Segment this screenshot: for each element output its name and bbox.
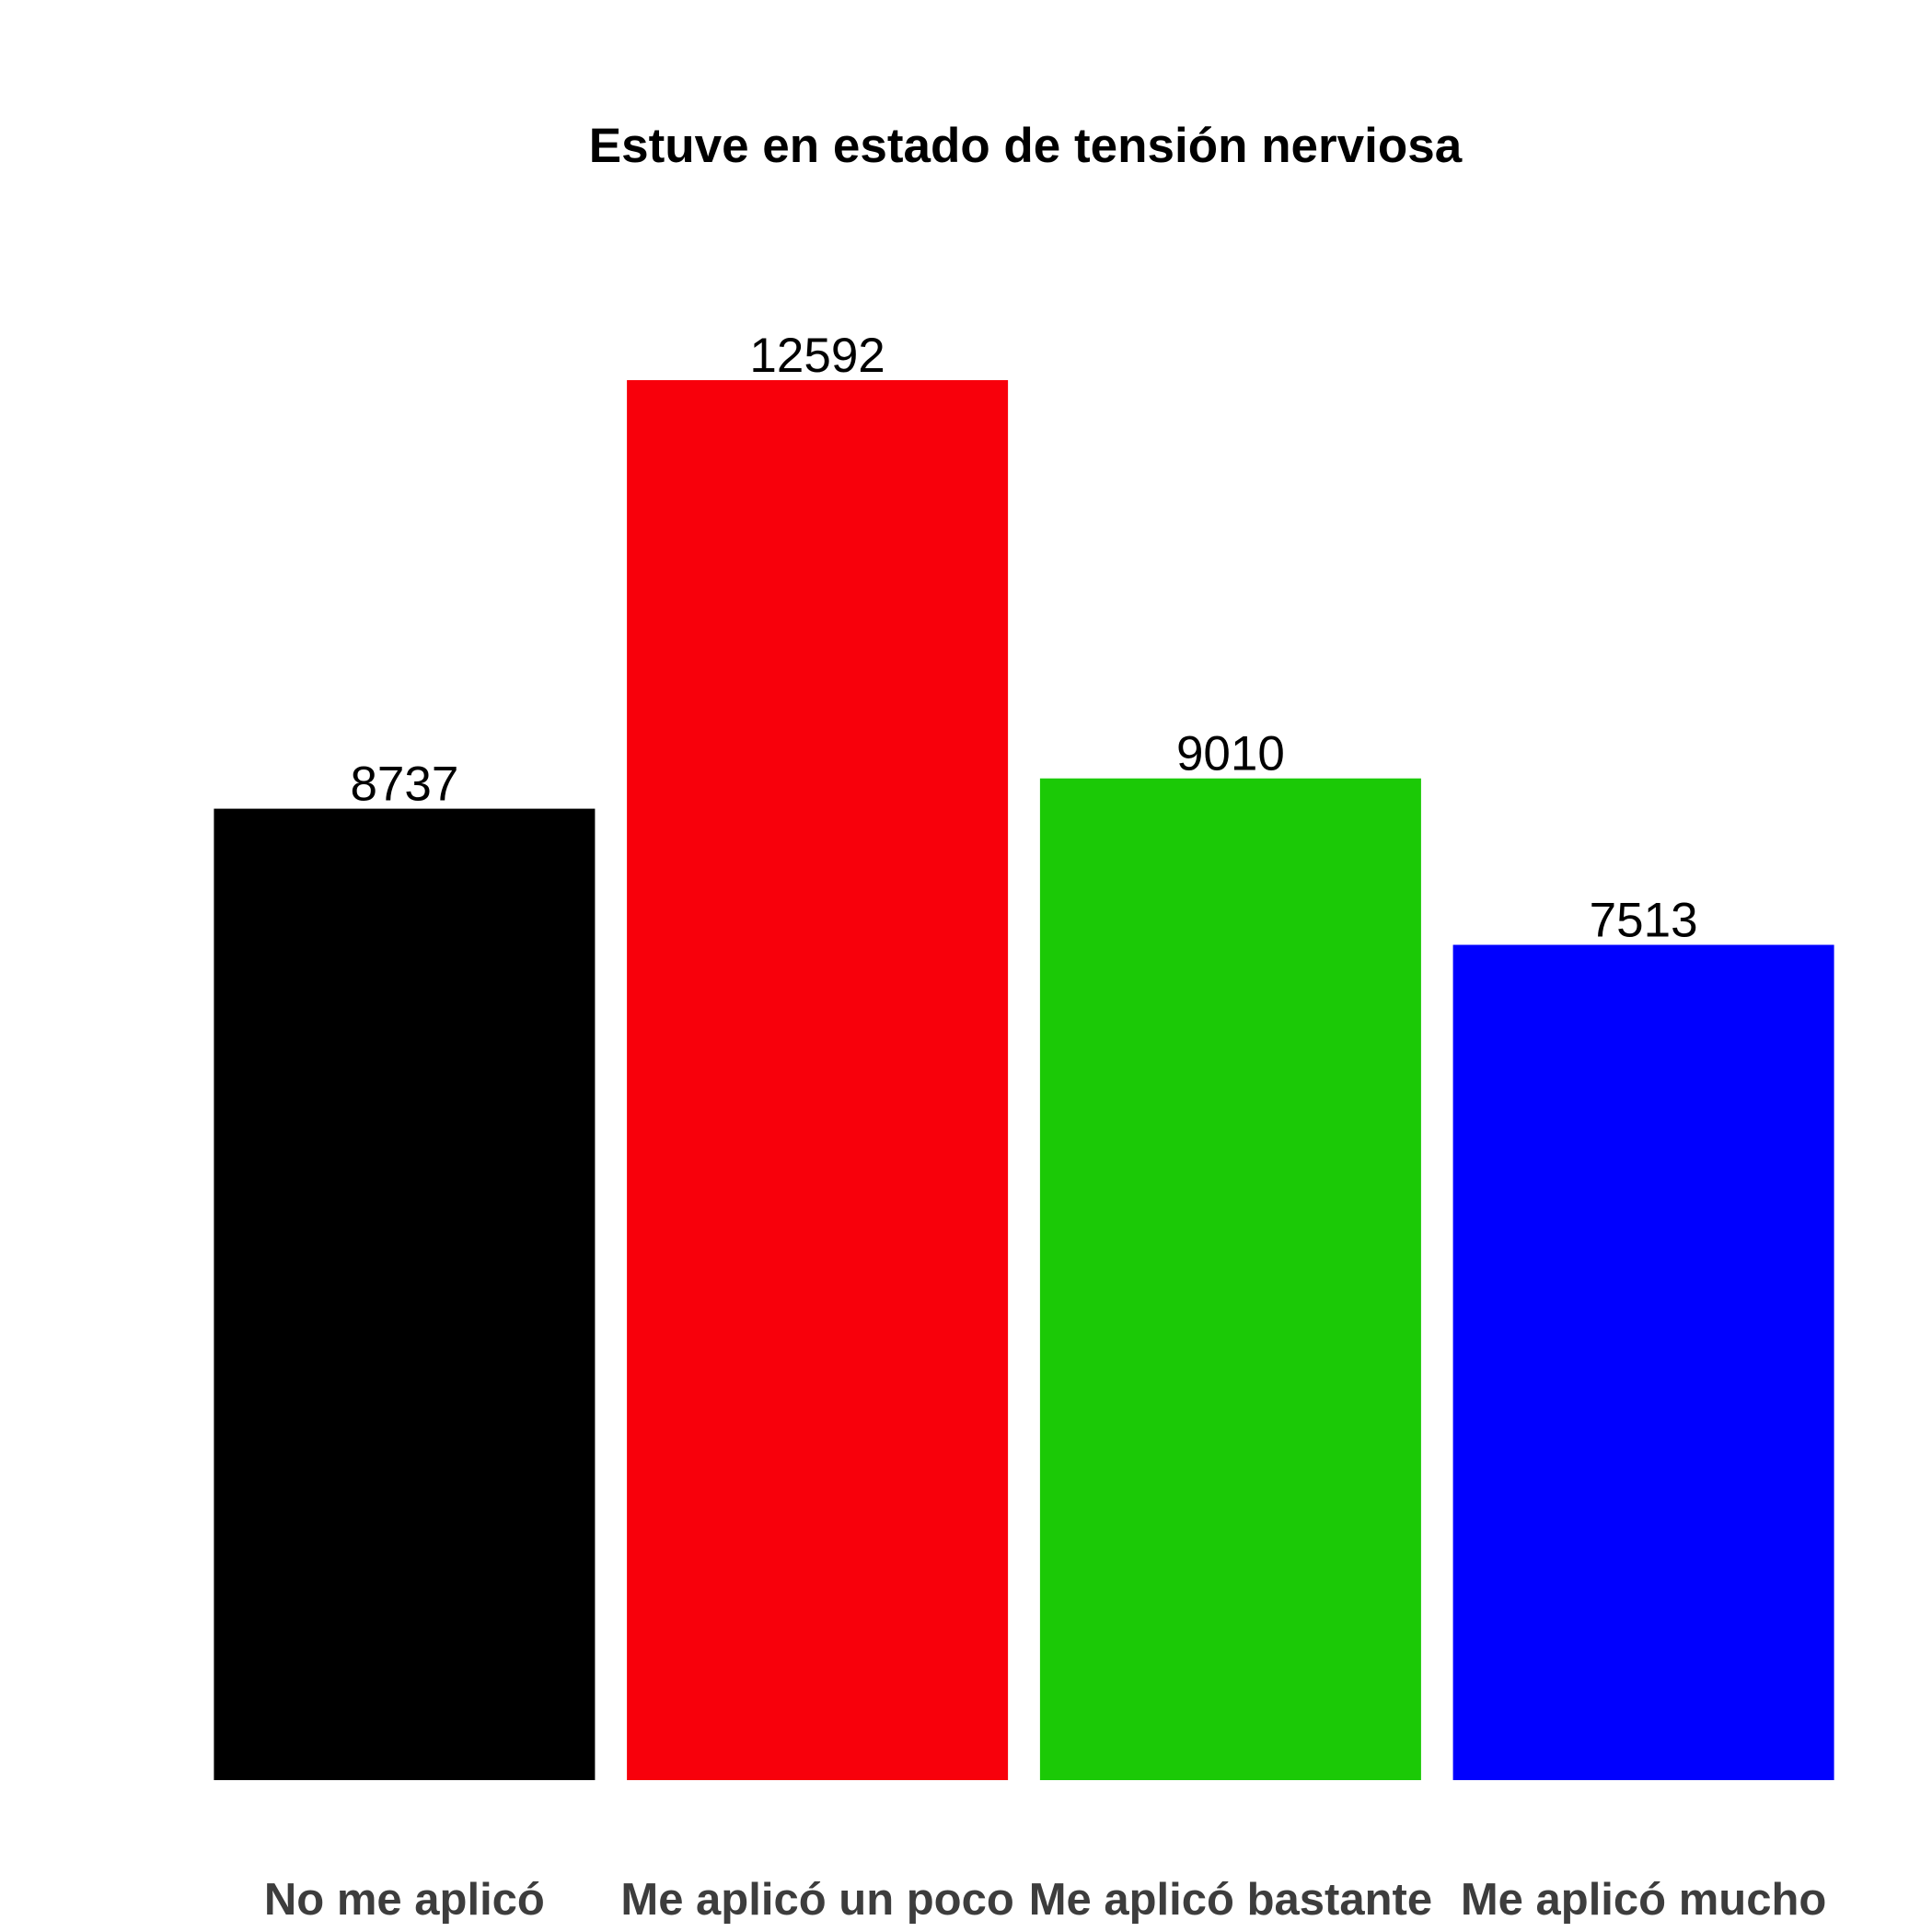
bars-group [214,380,1834,1781]
value-label-1: 8737 [350,758,458,812]
category-labels-group: No me aplicó Me aplicó un poco Me aplicó b… [264,1875,1826,1925]
chart-title: Estuve en estado de tensión nerviosa [589,119,1463,173]
bar-2 [627,380,1009,1780]
bar-3 [1039,778,1421,1781]
category-label-2: Me aplicó un poco [620,1875,1013,1925]
bar-1 [214,808,596,1780]
value-label-2: 12592 [749,329,885,383]
category-label-1: No me aplicó [264,1875,545,1925]
value-label-3: 9010 [1176,727,1285,781]
value-label-4: 7513 [1590,894,1698,948]
value-labels-group: 8737 12592 9010 7513 [350,329,1697,948]
category-label-3: Me aplicó bastante [1029,1875,1432,1925]
category-label-4: Me aplicó mucho [1461,1875,1827,1925]
bar-4 [1452,944,1834,1780]
